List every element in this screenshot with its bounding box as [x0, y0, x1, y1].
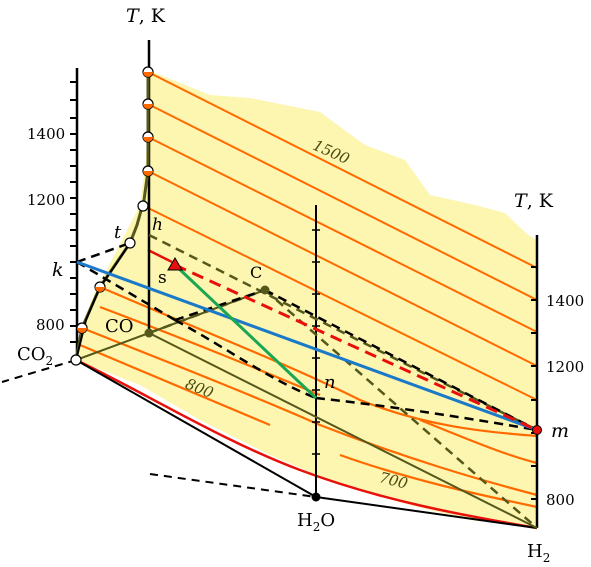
label-co: CO — [105, 316, 134, 337]
left-tick-1200: 1200 — [27, 191, 65, 209]
label-h2: H2 — [527, 541, 550, 565]
right-axis-title: T, K — [514, 190, 554, 212]
right-tick-800: 800 — [546, 491, 575, 509]
point-s-marker — [167, 257, 183, 271]
right-tick-1400: 1400 — [546, 292, 584, 310]
boundary-point-accents — [77, 72, 153, 333]
left-tick-800: 800 — [36, 316, 65, 334]
h2o-axis-ticks — [312, 229, 320, 455]
point-co — [144, 328, 154, 338]
green-line-s-n — [173, 263, 318, 400]
left-axis-ticks — [70, 81, 77, 343]
point-c — [260, 285, 270, 295]
point-m — [532, 425, 542, 435]
left-tick-1400: 1400 — [27, 125, 65, 143]
label-h2o: H2O — [297, 510, 335, 534]
right-tick-1200: 1200 — [546, 358, 584, 376]
black-dashed-lines — [76, 241, 538, 432]
label-h: h — [152, 215, 163, 235]
label-n: n — [324, 372, 336, 393]
blue-line-k-m — [76, 260, 538, 432]
label-t: t — [114, 222, 122, 243]
composition-base — [75, 359, 538, 529]
lower-boundary-curve — [75, 358, 538, 530]
label-k: k — [52, 259, 64, 281]
isotherm-lines-upper — [141, 71, 538, 401]
label-s: s — [158, 268, 167, 288]
upper-red-segment — [147, 248, 173, 264]
red-dashed-line-s-m — [174, 263, 538, 432]
label-m: m — [551, 420, 569, 442]
left-axis-title: T, K — [126, 5, 166, 27]
isotherm-lines-lower — [79, 285, 538, 509]
point-h2o — [311, 492, 321, 502]
label-co2: CO2 — [17, 344, 53, 368]
equilibrium-surface — [76, 70, 537, 528]
label-c: C — [250, 263, 262, 282]
